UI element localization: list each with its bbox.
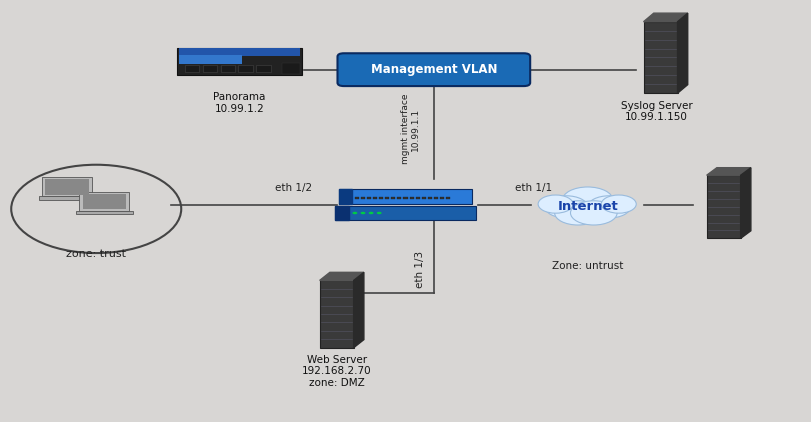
Text: eth 1/3: eth 1/3	[415, 252, 425, 289]
Bar	[238, 65, 253, 73]
Text: Management VLAN: Management VLAN	[371, 63, 497, 76]
Bar	[76, 211, 132, 214]
Text: mgmt interface
10.99.1.1: mgmt interface 10.99.1.1	[401, 94, 420, 164]
Bar	[427, 197, 431, 199]
Circle shape	[588, 196, 630, 218]
Bar	[39, 196, 96, 200]
Polygon shape	[677, 13, 688, 93]
Circle shape	[545, 196, 588, 218]
Bar	[83, 194, 126, 209]
Bar	[706, 175, 740, 238]
Circle shape	[601, 195, 637, 213]
Text: Internet: Internet	[557, 200, 618, 213]
Text: Syslog Server
10.99.1.150: Syslog Server 10.99.1.150	[620, 101, 693, 122]
Bar	[643, 22, 677, 93]
Text: eth 1/1: eth 1/1	[515, 183, 552, 193]
Text: Web Server
192.168.2.70
zone: DMZ: Web Server 192.168.2.70 zone: DMZ	[302, 355, 371, 388]
Bar	[221, 65, 235, 73]
Polygon shape	[335, 206, 350, 220]
Text: zone: trust: zone: trust	[67, 249, 127, 259]
Bar	[404, 197, 407, 199]
Bar	[179, 54, 242, 64]
Bar	[373, 197, 377, 199]
Text: eth 1/2: eth 1/2	[275, 183, 312, 193]
Bar	[392, 197, 396, 199]
Bar	[335, 206, 476, 220]
Text: Panorama
10.99.1.2: Panorama 10.99.1.2	[213, 92, 266, 114]
FancyBboxPatch shape	[337, 53, 530, 86]
Bar	[282, 63, 300, 74]
Circle shape	[570, 201, 617, 225]
Bar	[179, 48, 300, 56]
Bar	[410, 197, 414, 199]
Bar	[422, 197, 426, 199]
Polygon shape	[643, 13, 688, 22]
Bar	[361, 197, 365, 199]
Polygon shape	[706, 168, 751, 175]
Bar	[367, 197, 371, 199]
Bar	[339, 189, 472, 204]
Bar	[380, 197, 384, 199]
Polygon shape	[320, 272, 364, 280]
Text: Zone: untrust: Zone: untrust	[552, 261, 624, 271]
Polygon shape	[354, 272, 364, 348]
Bar	[203, 65, 217, 73]
Bar	[397, 197, 401, 199]
Polygon shape	[339, 189, 353, 204]
Bar	[446, 197, 450, 199]
Circle shape	[555, 201, 601, 225]
Bar	[415, 197, 419, 199]
Circle shape	[361, 212, 366, 214]
Bar	[42, 177, 92, 196]
Polygon shape	[740, 168, 751, 238]
Circle shape	[377, 212, 382, 214]
Bar	[434, 197, 438, 199]
Circle shape	[562, 187, 613, 213]
Bar	[185, 65, 200, 73]
Bar	[320, 280, 354, 348]
Circle shape	[369, 212, 374, 214]
Bar	[79, 192, 129, 211]
Bar	[440, 197, 444, 199]
Bar	[256, 65, 271, 73]
Bar	[355, 197, 359, 199]
Circle shape	[353, 212, 358, 214]
Bar	[385, 197, 389, 199]
Circle shape	[539, 195, 573, 213]
Bar	[177, 48, 303, 76]
Bar	[45, 179, 88, 195]
